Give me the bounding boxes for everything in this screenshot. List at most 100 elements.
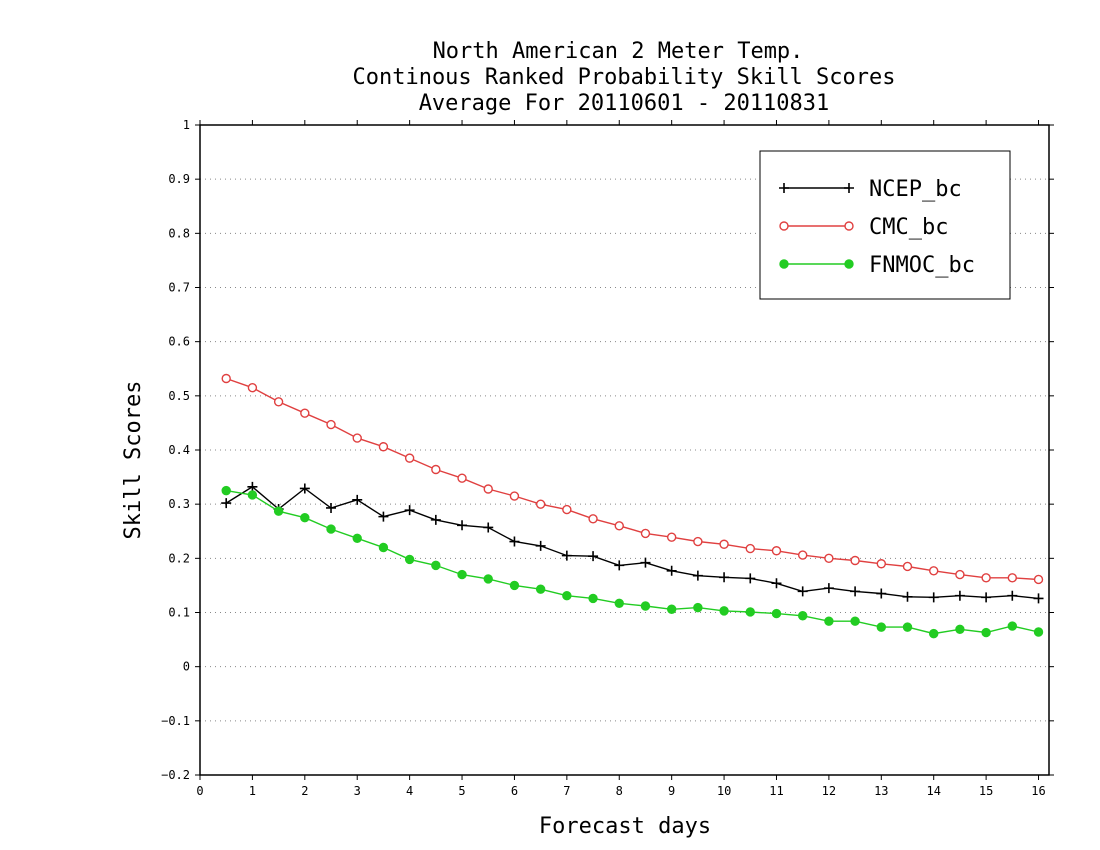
data-point: [797, 611, 808, 621]
data-point: [535, 584, 546, 594]
data-point: [509, 536, 520, 547]
data-point: [247, 490, 258, 500]
data-point: [928, 592, 939, 603]
data-point: [404, 554, 415, 565]
legend-label: NCEP_bc: [869, 177, 962, 202]
data-point: [614, 560, 625, 571]
x-tick-label: 9: [668, 784, 675, 798]
y-tick-label: 0.5: [168, 389, 190, 403]
data-point: [404, 505, 415, 516]
x-tick-label: 13: [874, 784, 888, 798]
data-point: [666, 604, 677, 614]
data-point: [876, 622, 886, 632]
data-point: [1007, 573, 1018, 583]
data-point: [981, 627, 991, 638]
data-point: [509, 580, 520, 591]
data-point: [719, 572, 730, 583]
data-point: [797, 550, 808, 560]
data-point: [378, 542, 389, 553]
series-line: [226, 489, 1039, 635]
y-axis-label: Skill Scores: [121, 381, 146, 540]
y-tick-label: 0: [183, 660, 190, 674]
data-point: [719, 606, 729, 616]
data-point: [844, 259, 854, 269]
data-point: [588, 551, 599, 562]
x-tick-label: 14: [926, 784, 940, 798]
series-FNMOC_bc: [221, 485, 1044, 639]
data-point: [562, 504, 572, 515]
data-point: [1033, 574, 1044, 585]
data-point: [955, 624, 965, 634]
data-point: [902, 561, 913, 572]
data-point: [457, 473, 467, 483]
data-point: [430, 514, 441, 525]
data-point: [326, 502, 337, 513]
data-point: [378, 442, 389, 452]
y-axis-ticks: −0.2 −0.1 0 0.1 0.2 0.3 0.4 0.5 0.6 0.7 0.8 0.9 1: [161, 118, 1054, 782]
data-point: [326, 419, 336, 430]
data-point: [876, 588, 887, 599]
data-point: [352, 533, 362, 543]
data-point: [221, 485, 231, 496]
y-tick-label: 0.6: [168, 335, 190, 349]
data-point: [850, 616, 860, 626]
data-point: [981, 592, 992, 603]
data-point: [844, 183, 854, 193]
data-point: [535, 499, 546, 509]
data-point: [614, 521, 624, 531]
y-tick-label: 0.8: [168, 226, 190, 240]
x-tick-label: 15: [979, 784, 993, 798]
data-point: [352, 433, 362, 443]
data-point: [771, 546, 782, 556]
data-point: [954, 590, 965, 601]
data-point: [902, 591, 913, 602]
x-tick-label: 2: [301, 784, 308, 798]
data-point: [640, 557, 651, 568]
x-tick-label: 10: [717, 784, 731, 798]
data-point: [483, 574, 493, 584]
data-point: [247, 481, 258, 492]
chart-title: North American 2 Meter Temp. Continous R…: [352, 39, 895, 116]
legend-item-CMC_bc: CMC_bc: [779, 215, 948, 240]
x-tick-label: 1: [249, 784, 256, 798]
data-point: [1033, 593, 1044, 604]
series-CMC_bc: [221, 373, 1044, 585]
data-point: [457, 569, 467, 580]
data-point: [299, 483, 310, 494]
legend-box: [759, 150, 1011, 300]
data-point: [844, 221, 854, 231]
data-point: [300, 408, 310, 418]
data-point: [535, 540, 546, 551]
data-point: [797, 586, 808, 597]
data-point: [352, 494, 363, 505]
data-point: [300, 513, 310, 523]
x-axis-ticks: 0 1 2 3 4 5 6 7 8 9 10 11 12 13 14 15 16: [196, 120, 1046, 798]
data-point: [640, 601, 651, 611]
data-point: [1007, 590, 1018, 601]
data-point: [378, 511, 389, 522]
data-point: [929, 628, 939, 639]
x-tick-label: 12: [822, 784, 836, 798]
y-tick-label: −0.1: [161, 714, 190, 728]
x-tick-label: 8: [616, 784, 623, 798]
data-point: [692, 570, 703, 581]
data-point: [771, 608, 782, 619]
data-point: [719, 539, 729, 549]
data-point: [929, 566, 939, 576]
y-tick-label: 0.4: [168, 443, 190, 457]
data-point: [509, 491, 520, 501]
x-tick-label: 11: [769, 784, 783, 798]
x-tick-label: 0: [196, 784, 203, 798]
data-point: [876, 559, 886, 569]
data-point: [824, 616, 834, 626]
data-point: [745, 573, 756, 584]
y-tick-label: 0.1: [168, 606, 190, 620]
data-point: [981, 573, 991, 583]
y-tick-label: 0.7: [168, 281, 190, 295]
data-point: [640, 528, 651, 539]
data-point: [1007, 621, 1018, 631]
x-tick-label: 16: [1031, 784, 1045, 798]
data-point: [273, 506, 284, 516]
series-line: [225, 377, 1039, 581]
